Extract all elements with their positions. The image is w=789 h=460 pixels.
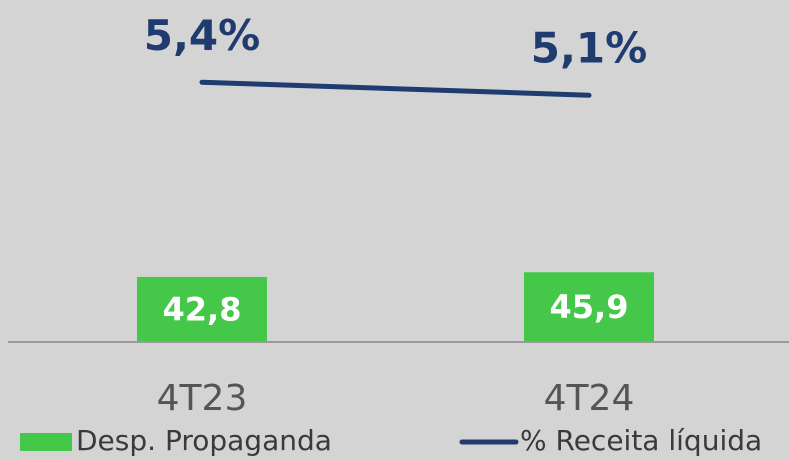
- x-tick-label: 4T24: [544, 378, 635, 419]
- line: [199, 79, 592, 98]
- legend-label: % Receita líquida: [520, 424, 762, 457]
- legend-label: Desp. Propaganda: [76, 424, 332, 457]
- bar-label: 42,8: [163, 290, 242, 328]
- line-label: 5,1%: [531, 24, 647, 73]
- bar: [524, 272, 654, 342]
- line-label: 5,4%: [144, 11, 260, 60]
- x-tick-label: 4T23: [157, 378, 248, 419]
- bar-label: 45,9: [550, 288, 629, 326]
- bar: [137, 276, 267, 342]
- legend-swatch: [20, 433, 72, 451]
